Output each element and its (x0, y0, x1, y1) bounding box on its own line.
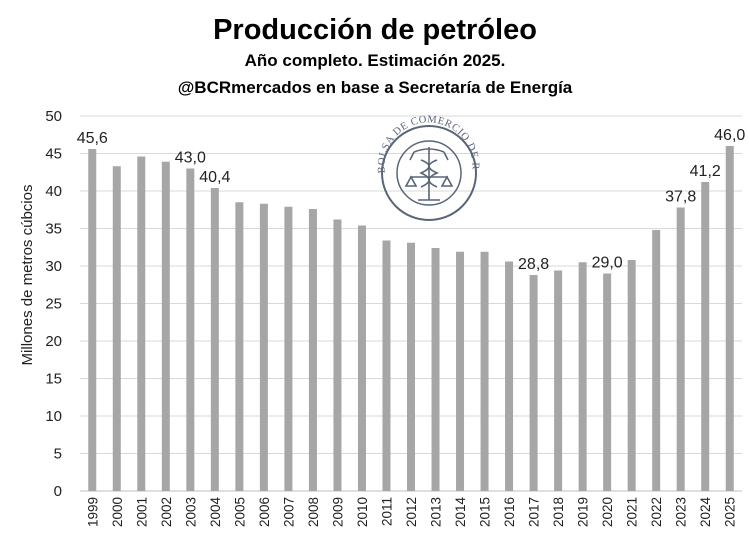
x-tick-label: 2020 (600, 497, 615, 527)
bar (259, 203, 268, 491)
y-tick-label: 20 (45, 333, 62, 350)
bar (529, 275, 538, 491)
x-tick-label: 2021 (625, 497, 640, 527)
x-tick-label: 2025 (723, 497, 738, 527)
chart-subtitle: Año completo. Estimación 2025. (245, 51, 506, 70)
x-tick-label: 2011 (379, 497, 394, 526)
bar (284, 206, 293, 491)
bar (676, 207, 685, 491)
x-tick-label: 1999 (85, 497, 100, 527)
y-tick-label: 5 (54, 446, 62, 463)
bar (603, 273, 612, 491)
bar (333, 219, 342, 491)
y-tick-label: 25 (45, 296, 62, 313)
x-tick-label: 2016 (502, 497, 517, 527)
x-tick-label: 2014 (453, 497, 468, 528)
data-label: 43,0 (175, 150, 206, 167)
x-tick-label: 2007 (281, 497, 296, 527)
bar (88, 149, 97, 491)
bar (554, 270, 563, 491)
bar (357, 225, 366, 491)
bar (161, 161, 170, 491)
y-tick-label: 0 (54, 483, 62, 500)
bar (725, 146, 734, 491)
bar (480, 251, 489, 491)
bars (88, 146, 734, 491)
bar (456, 251, 465, 491)
x-tick-label: 2005 (232, 497, 247, 527)
bar (627, 260, 636, 491)
data-label: 45,6 (77, 130, 108, 147)
seal-inner-ring (396, 140, 462, 206)
data-label: 46,0 (714, 127, 745, 144)
bar (186, 168, 195, 491)
bar (112, 166, 121, 491)
y-tick-label: 35 (45, 221, 62, 238)
x-tick-label: 2008 (306, 497, 321, 527)
x-tick-label: 2009 (330, 497, 345, 527)
bar (431, 248, 440, 491)
x-tick-label: 2023 (674, 497, 689, 527)
x-tick-label: 2022 (649, 497, 664, 527)
data-label: 37,8 (665, 189, 696, 206)
x-tick-label: 2015 (478, 497, 493, 527)
x-tick-label: 2024 (698, 497, 713, 528)
y-axis-ticks: 0 5 10 15 20 25 30 35 40 45 50 (45, 108, 62, 500)
bar (137, 156, 146, 491)
data-label: 28,8 (518, 256, 549, 273)
x-tick-label: 2010 (355, 497, 370, 527)
bar (652, 230, 661, 491)
data-label: 29,0 (592, 255, 623, 272)
y-axis-label: Millones de metros cúbcios (19, 185, 36, 366)
bar (382, 240, 391, 491)
x-tick-label: 2004 (208, 497, 223, 528)
y-tick-label: 50 (45, 108, 62, 125)
x-tick-label: 2002 (159, 497, 174, 527)
chart-title: Producción de petróleo (213, 14, 537, 46)
bar (235, 202, 244, 491)
x-tick-label: 2013 (429, 497, 444, 527)
bar (701, 182, 710, 491)
chart-source: @BCRmercados en base a Secretaría de Ene… (178, 78, 573, 97)
y-tick-label: 15 (45, 371, 62, 388)
data-labels: 45,6 43,0 40,4 28,8 29,0 37,8 41,2 46,0 (77, 127, 746, 273)
data-label: 40,4 (199, 169, 230, 186)
y-tick-label: 30 (45, 258, 62, 275)
bar (505, 261, 514, 491)
x-axis-ticks: 1999 2000 2001 2002 2003 2004 2005 2006 2007 2008… (85, 497, 737, 528)
x-tick-label: 2006 (257, 497, 272, 527)
seal-outer-ring (381, 125, 477, 221)
data-label: 41,2 (690, 163, 721, 180)
bar (210, 188, 219, 491)
x-tick-label: 2003 (183, 497, 198, 527)
x-tick-label: 2012 (404, 497, 419, 527)
x-tick-label: 2000 (110, 497, 125, 527)
bar (308, 209, 317, 491)
x-tick-label: 2017 (527, 497, 542, 527)
caduceus-icon (404, 147, 454, 201)
y-tick-label: 45 (45, 146, 62, 163)
bar (578, 262, 587, 491)
bar (407, 242, 415, 491)
x-tick-label: 2019 (576, 497, 591, 527)
y-tick-label: 40 (45, 183, 62, 200)
x-tick-label: 2001 (134, 497, 149, 527)
y-tick-label: 10 (45, 408, 62, 425)
x-tick-label: 2018 (551, 497, 566, 527)
